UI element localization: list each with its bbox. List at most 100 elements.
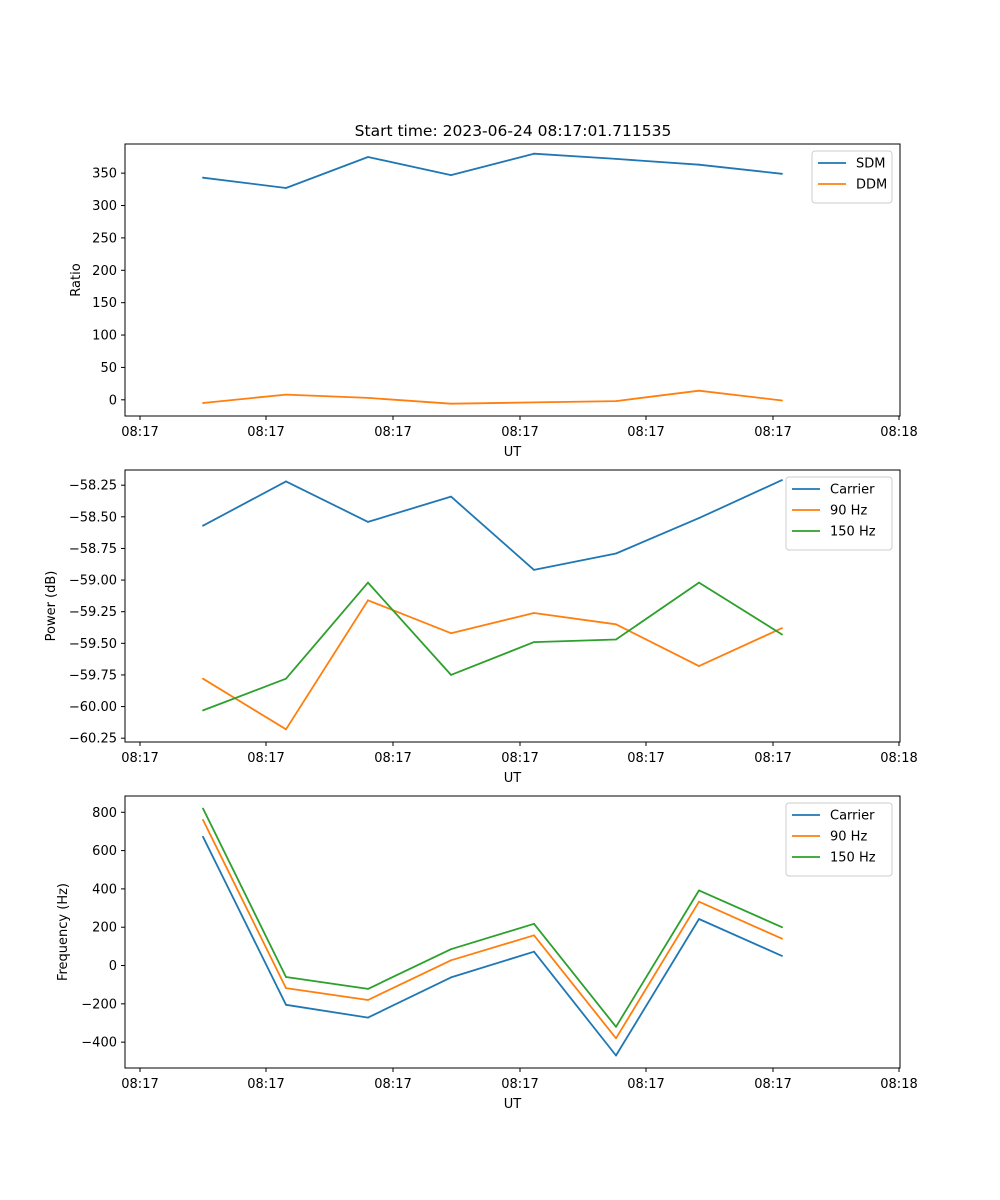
y-axis-label: Frequency (Hz)	[56, 883, 71, 981]
x-tick-label: 08:17	[754, 425, 791, 440]
data-point	[202, 835, 204, 838]
data-point	[367, 599, 369, 602]
x-tick-label: 08:17	[501, 1077, 538, 1092]
figure-title: Start time: 2023-06-24 08:17:01.711535	[355, 122, 672, 140]
data-point	[367, 521, 369, 523]
legend-label: Carrier	[830, 809, 875, 824]
x-tick-label: 08:17	[374, 751, 411, 766]
data-point	[781, 937, 783, 940]
series-line-150-hz	[202, 808, 783, 1028]
x-tick-label: 08:17	[247, 425, 284, 440]
data-point	[450, 174, 452, 177]
x-tick-label: 08:17	[121, 1077, 158, 1092]
axes-frame	[124, 469, 901, 743]
data-point	[698, 918, 700, 920]
data-point	[285, 677, 287, 680]
data-point	[202, 402, 204, 404]
y-tick-label: 200	[92, 921, 117, 936]
data-point	[698, 889, 700, 892]
data-point	[285, 1003, 287, 1006]
x-tick-label: 08:17	[374, 1077, 411, 1092]
legend: Carrier 90 Hz 150 Hz	[785, 802, 893, 877]
legend-box	[811, 150, 893, 204]
x-axis-label: UT	[504, 771, 522, 786]
y-tick-label: −59.50	[69, 637, 117, 652]
legend-label: DDM	[856, 178, 887, 193]
y-tick-label: 0	[109, 393, 117, 408]
legend-label: 90 Hz	[830, 504, 867, 519]
x-tick-label: 08:17	[627, 751, 664, 766]
data-point	[698, 581, 700, 584]
data-point	[202, 709, 204, 712]
data-point	[285, 987, 287, 989]
data-point	[450, 976, 452, 979]
y-tick-label: −58.25	[69, 479, 117, 494]
data-point	[202, 677, 204, 680]
legend: SDM DDM	[811, 150, 893, 204]
subplot-2: 08:17 08:17 08:17 08:17 08:17 08:17 08:18 UT −60…	[44, 469, 918, 786]
data-point	[367, 397, 369, 399]
data-point	[781, 479, 783, 481]
data-point	[285, 976, 287, 978]
data-point	[781, 627, 783, 629]
axes-frame	[124, 795, 901, 1069]
data-point	[615, 1054, 617, 1057]
legend-label: Carrier	[830, 483, 875, 498]
data-point	[781, 172, 783, 175]
data-point	[533, 612, 535, 614]
y-tick-label: −59.00	[69, 574, 117, 589]
x-tick-label: 08:17	[247, 1077, 284, 1092]
data-point	[615, 1025, 617, 1028]
y-tick-label: 0	[109, 959, 117, 974]
y-tick-label: −59.25	[69, 605, 117, 620]
series-line-150-hz	[202, 581, 783, 712]
data-point	[533, 152, 535, 155]
data-point	[781, 955, 783, 957]
y-tick-label: 50	[100, 361, 117, 376]
data-point	[285, 393, 287, 396]
x-tick-label: 08:17	[754, 751, 791, 766]
y-axis-label: Ratio	[69, 263, 84, 296]
y-tick-label: −200	[81, 997, 117, 1012]
data-point	[533, 401, 535, 404]
series-line-carrier	[202, 836, 783, 1057]
data-point	[698, 163, 700, 166]
data-point	[450, 959, 452, 962]
data-point	[285, 187, 287, 189]
data-point	[781, 633, 783, 636]
y-tick-label: −60.00	[69, 700, 117, 715]
data-point	[450, 948, 452, 951]
data-point	[367, 581, 369, 584]
data-point	[533, 641, 535, 643]
y-tick-label: −400	[81, 1036, 117, 1051]
x-tick-label: 08:17	[627, 425, 664, 440]
data-point	[450, 674, 452, 676]
data-point	[202, 524, 204, 527]
data-point	[202, 819, 204, 821]
x-tick-label: 08:18	[880, 751, 917, 766]
data-point	[615, 623, 617, 626]
x-tick-label: 08:17	[754, 1077, 791, 1092]
y-tick-label: 200	[92, 264, 117, 279]
x-axis-label: UT	[504, 445, 522, 460]
data-point	[450, 632, 452, 635]
data-point	[615, 400, 617, 402]
x-axis-label: UT	[504, 1097, 522, 1112]
data-point	[285, 728, 287, 731]
data-point	[533, 922, 535, 925]
y-tick-label: −59.75	[69, 668, 117, 683]
subplot-3: 08:17 08:17 08:17 08:17 08:17 08:17 08:18 UT −40…	[56, 795, 918, 1112]
data-point	[533, 934, 535, 937]
y-tick-label: 250	[92, 231, 117, 246]
y-tick-label: 400	[92, 882, 117, 897]
x-tick-label: 08:17	[501, 751, 538, 766]
series-line-carrier	[202, 479, 783, 571]
legend: Carrier 90 Hz 150 Hz	[785, 476, 893, 551]
y-tick-label: −58.75	[69, 542, 117, 557]
data-point	[450, 495, 452, 498]
y-tick-label: 800	[92, 806, 117, 821]
y-tick-label: 600	[92, 844, 117, 859]
y-tick-label: 350	[92, 167, 117, 182]
subplots: 08:17 08:17 08:17 08:17 08:17 08:17 08:18 UT 0 50…	[44, 143, 918, 1112]
